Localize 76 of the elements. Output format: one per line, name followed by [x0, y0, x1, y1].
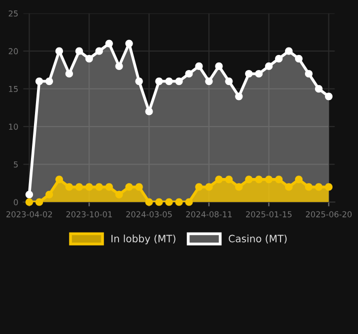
point: [265, 62, 273, 70]
point: [125, 183, 133, 191]
point: [275, 176, 283, 184]
point: [314, 183, 323, 191]
point: [125, 40, 133, 48]
point: [155, 77, 163, 86]
point: [145, 108, 153, 116]
point: [105, 40, 113, 48]
point: [45, 190, 54, 198]
point: [35, 77, 44, 86]
point: [25, 198, 34, 206]
x-tick-label: 2023-10-01: [66, 211, 112, 218]
point: [165, 77, 173, 86]
point: [245, 176, 253, 184]
point: [275, 54, 283, 62]
point: [165, 198, 173, 206]
point: [55, 47, 64, 55]
point: [105, 183, 113, 191]
point: [175, 198, 183, 206]
point: [85, 183, 93, 191]
point: [324, 183, 333, 191]
x-tick-label: 2024-08-11: [186, 211, 232, 218]
point: [215, 176, 223, 184]
point: [235, 183, 243, 191]
point: [65, 183, 73, 191]
point: [324, 92, 333, 100]
point: [85, 54, 93, 62]
point: [25, 190, 34, 198]
y-tick-label: 5: [14, 162, 18, 168]
point: [45, 77, 54, 86]
point: [75, 47, 83, 55]
point: [205, 77, 213, 86]
y-tick-label: 25: [8, 10, 18, 17]
point: [255, 70, 263, 78]
point: [135, 183, 143, 191]
point: [195, 183, 203, 191]
point: [185, 70, 193, 78]
point: [205, 183, 213, 191]
x-tick-label: 2025-06-20: [306, 211, 352, 218]
point: [55, 176, 64, 184]
point: [115, 190, 123, 198]
point: [255, 176, 263, 184]
point: [285, 47, 293, 55]
point: [215, 62, 223, 70]
point: [294, 176, 303, 184]
point: [95, 47, 103, 55]
point: [35, 198, 44, 206]
point: [235, 92, 243, 100]
point: [304, 183, 313, 191]
point: [225, 77, 233, 86]
legend-label: In lobby (MT): [112, 234, 176, 244]
point: [145, 198, 153, 206]
y-tick-label: 0: [14, 199, 18, 206]
x-tick-label: 2025-01-15: [246, 211, 292, 218]
point: [285, 183, 293, 191]
point: [245, 70, 253, 78]
x-tick-label: 2023-04-02: [6, 211, 52, 218]
point: [175, 77, 183, 86]
y-tick-label: 10: [9, 124, 18, 130]
point: [225, 176, 233, 184]
point: [95, 183, 103, 191]
point: [65, 70, 73, 78]
point: [265, 176, 273, 184]
y-tick-label: 15: [9, 86, 18, 92]
point: [195, 62, 203, 70]
point: [185, 198, 193, 206]
point: [75, 183, 83, 191]
x-tick-label: 2024-03-05: [126, 211, 172, 218]
point: [115, 62, 123, 70]
point: [314, 85, 323, 93]
point: [135, 77, 143, 86]
point: [155, 198, 163, 206]
legend-label: Casino (MT): [228, 234, 287, 244]
y-tick-label: 20: [8, 48, 18, 54]
point: [304, 70, 313, 78]
point: [294, 54, 303, 62]
